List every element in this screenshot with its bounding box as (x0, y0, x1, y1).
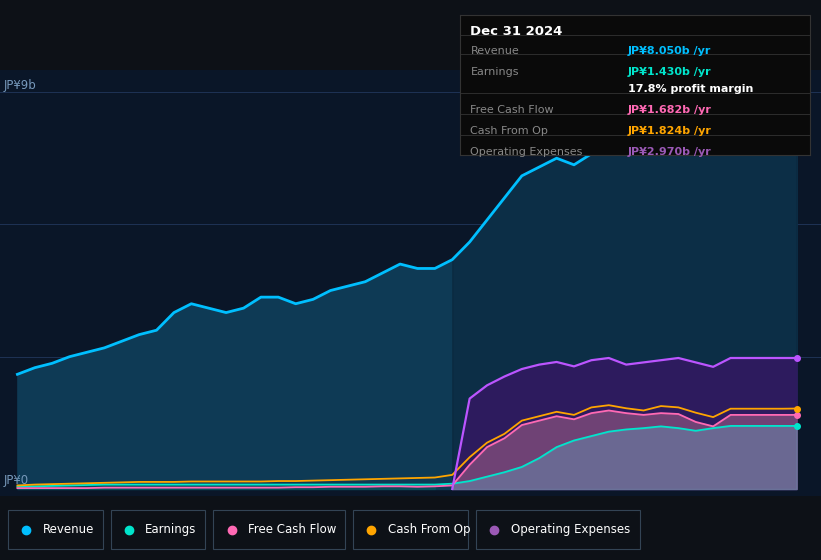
Text: Cash From Op: Cash From Op (388, 523, 470, 536)
Text: 17.8% profit margin: 17.8% profit margin (628, 83, 754, 94)
Text: Operating Expenses: Operating Expenses (511, 523, 630, 536)
Text: Operating Expenses: Operating Expenses (470, 147, 583, 157)
Text: Revenue: Revenue (470, 46, 519, 56)
Text: Dec 31 2024: Dec 31 2024 (470, 25, 563, 38)
Text: JP¥9b: JP¥9b (4, 78, 37, 91)
Text: Earnings: Earnings (145, 523, 197, 536)
Text: Free Cash Flow: Free Cash Flow (248, 523, 337, 536)
Text: JP¥1.430b /yr: JP¥1.430b /yr (628, 67, 712, 77)
Text: Cash From Op: Cash From Op (470, 125, 548, 136)
Text: JP¥1.682b /yr: JP¥1.682b /yr (628, 105, 712, 115)
Text: JP¥1.824b /yr: JP¥1.824b /yr (628, 125, 712, 136)
Text: Free Cash Flow: Free Cash Flow (470, 105, 554, 115)
Text: JP¥8.050b /yr: JP¥8.050b /yr (628, 46, 711, 56)
Text: Revenue: Revenue (43, 523, 94, 536)
Text: JP¥0: JP¥0 (4, 474, 30, 487)
Text: Earnings: Earnings (470, 67, 519, 77)
Text: JP¥2.970b /yr: JP¥2.970b /yr (628, 147, 712, 157)
